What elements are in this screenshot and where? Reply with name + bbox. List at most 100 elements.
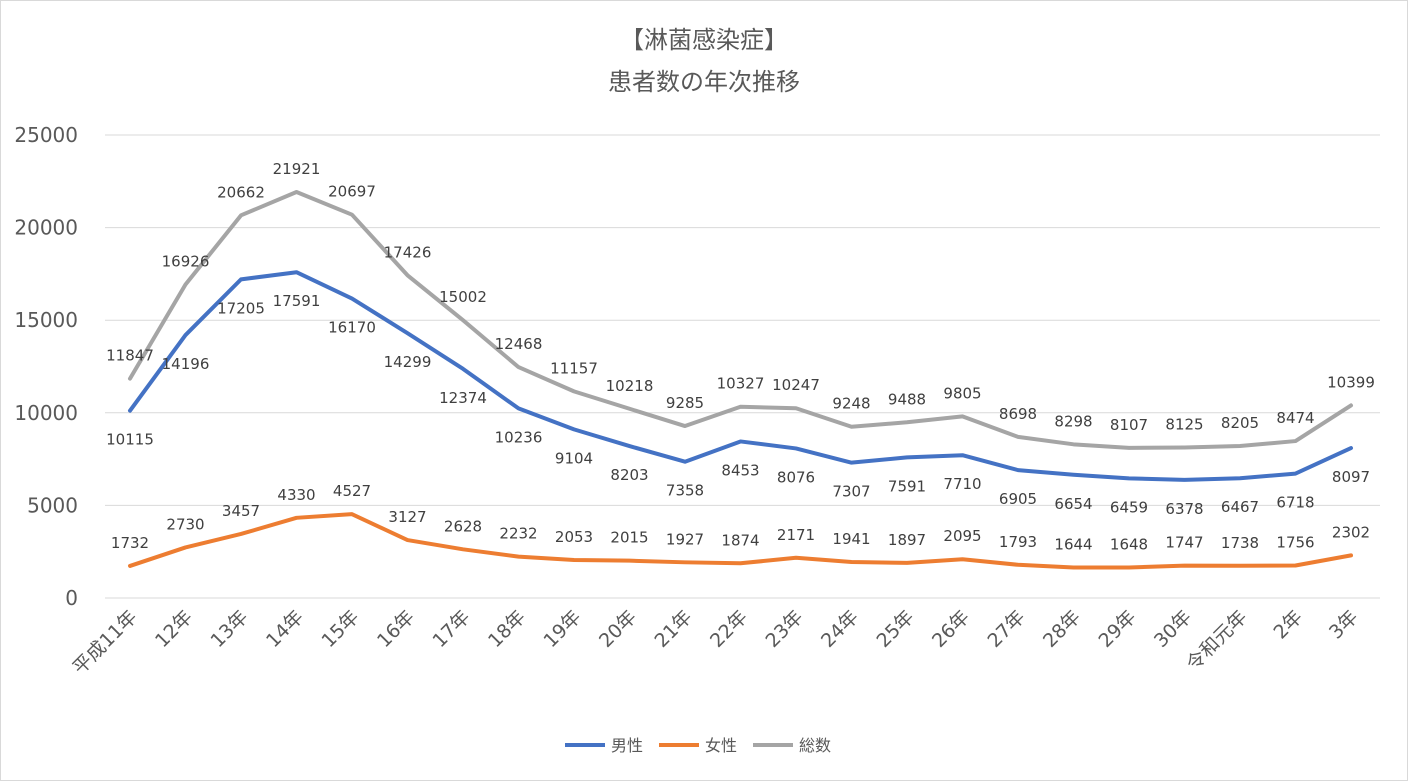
data-label: 15002: [439, 288, 487, 306]
data-label: 1874: [721, 531, 759, 549]
data-label: 14299: [384, 353, 432, 371]
data-label: 8453: [721, 461, 759, 479]
data-label: 10327: [717, 375, 765, 393]
data-label: 8107: [1110, 416, 1148, 434]
data-label: 1756: [1276, 533, 1314, 551]
chart-title-line-2: 患者数の年次推移: [608, 68, 800, 96]
data-label: 16926: [162, 253, 210, 271]
data-label: 12468: [495, 335, 543, 353]
data-label: 2015: [610, 529, 648, 547]
data-label: 8203: [610, 466, 648, 484]
data-label: 1644: [1054, 536, 1092, 554]
data-label: 16170: [328, 319, 376, 337]
x-tick-label: 14年: [262, 606, 308, 652]
x-tick-label: 22年: [706, 606, 752, 652]
x-tick-label: 令和元年: [1182, 606, 1251, 675]
x-tick-label: 18年: [484, 606, 530, 652]
data-label: 6905: [999, 490, 1037, 508]
data-label: 10218: [606, 377, 654, 395]
x-tick-label: 17年: [428, 606, 474, 652]
x-tick-label: 28年: [1039, 606, 1085, 652]
data-label: 1747: [1165, 534, 1203, 552]
data-label: 3457: [222, 502, 260, 520]
x-tick-label: 平成11年: [69, 606, 142, 679]
data-label: 11847: [106, 347, 154, 365]
legend-label: 総数: [799, 736, 831, 755]
x-tick-label: 27年: [983, 606, 1029, 652]
data-label: 2053: [555, 528, 593, 546]
x-tick-label: 29年: [1094, 606, 1140, 652]
y-tick-label: 10000: [14, 401, 78, 425]
series-line-総数: [128, 190, 1353, 450]
x-tick-label: 2年: [1269, 606, 1307, 644]
data-label: 8698: [999, 405, 1037, 423]
data-label: 8205: [1221, 414, 1259, 432]
y-tick-label: 0: [65, 586, 78, 610]
data-label: 17591: [273, 292, 321, 310]
data-label: 14196: [162, 355, 210, 373]
data-label: 2095: [943, 527, 981, 545]
data-label: 4330: [277, 486, 315, 504]
data-label: 2171: [777, 526, 815, 544]
data-label: 9248: [832, 395, 870, 413]
y-tick-label: 25000: [14, 123, 78, 147]
x-tick-label: 30年: [1150, 606, 1196, 652]
data-label: 8298: [1054, 412, 1092, 430]
x-tick-label: 26年: [928, 606, 974, 652]
x-tick-label: 23年: [761, 606, 807, 652]
data-label: 11157: [550, 359, 598, 377]
data-label: 1732: [111, 534, 149, 552]
data-label: 6718: [1276, 494, 1314, 512]
series-line-女性: [128, 512, 1353, 570]
data-label: 2730: [166, 515, 204, 533]
x-tick-label: 20年: [595, 606, 641, 652]
data-label: 1738: [1221, 534, 1259, 552]
data-label: 8097: [1332, 468, 1370, 486]
x-tick-label: 15年: [317, 606, 363, 652]
data-label: 1927: [666, 530, 704, 548]
data-label: 7710: [943, 475, 981, 493]
y-tick-label: 15000: [14, 308, 78, 332]
y-tick-label: 5000: [27, 493, 78, 517]
legend-label: 男性: [611, 736, 643, 755]
data-label: 8125: [1165, 416, 1203, 434]
data-label: 8474: [1276, 409, 1314, 427]
x-tick-label: 3年: [1325, 606, 1363, 644]
data-label: 9488: [888, 390, 926, 408]
x-tick-label: 13年: [206, 606, 252, 652]
data-label: 21921: [273, 160, 321, 178]
data-label: 2628: [444, 517, 482, 535]
data-label: 9805: [943, 384, 981, 402]
x-tick-label: 12年: [151, 606, 197, 652]
data-label: 1648: [1110, 535, 1148, 553]
data-label: 2232: [499, 525, 537, 543]
data-label: 6378: [1165, 500, 1203, 518]
data-label: 20697: [328, 183, 376, 201]
data-label: 1897: [888, 531, 926, 549]
data-label: 6467: [1221, 498, 1259, 516]
data-label: 1793: [999, 533, 1037, 551]
y-tick-label: 20000: [14, 216, 78, 240]
data-label: 20662: [217, 183, 265, 201]
chart-title-line-1: 【淋菌感染症】: [620, 26, 788, 54]
data-label: 7307: [832, 483, 870, 501]
data-label: 3127: [388, 508, 426, 526]
data-label: 10115: [106, 431, 154, 449]
x-tick-label: 21年: [650, 606, 696, 652]
data-label: 9285: [666, 394, 704, 412]
data-label: 6654: [1054, 495, 1092, 513]
data-label: 12374: [439, 389, 487, 407]
x-tick-label: 25年: [872, 606, 918, 652]
x-tick-label: 24年: [817, 606, 863, 652]
data-label: 1941: [832, 530, 870, 548]
data-label: 4527: [333, 482, 371, 500]
series-line-男性: [128, 270, 1353, 482]
data-label: 10236: [495, 428, 543, 446]
data-label: 10247: [772, 376, 820, 394]
x-tick-label: 16年: [373, 606, 419, 652]
x-tick-label: 19年: [539, 606, 585, 652]
legend-label: 女性: [705, 736, 737, 755]
data-label: 7591: [888, 477, 926, 495]
data-label: 2302: [1332, 523, 1370, 541]
data-label: 17426: [384, 243, 432, 261]
